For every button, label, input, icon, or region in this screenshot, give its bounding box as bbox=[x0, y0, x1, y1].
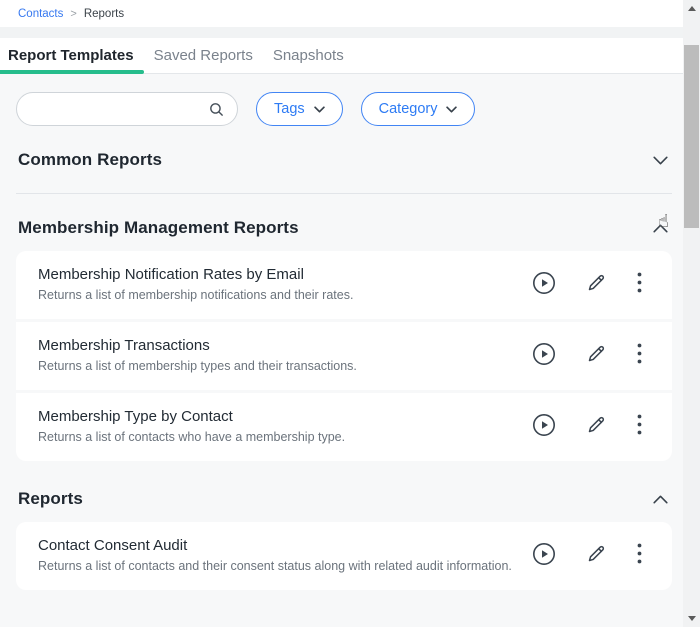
breadcrumb-separator: > bbox=[70, 8, 77, 20]
chevron-down-icon[interactable] bbox=[653, 156, 668, 165]
report-description: Returns a list of membership types and t… bbox=[38, 359, 357, 373]
chevron-down-icon bbox=[446, 105, 458, 113]
play-circle-icon bbox=[532, 271, 556, 298]
chevron-down-icon bbox=[313, 105, 325, 113]
play-circle-icon bbox=[532, 342, 556, 369]
search-box bbox=[16, 92, 238, 126]
report-title: Membership Type by Contact bbox=[38, 408, 233, 425]
report-actions bbox=[532, 413, 642, 440]
section-header-reports[interactable]: Reports bbox=[16, 461, 672, 522]
report-card: Contact Consent Audit Returns a list of … bbox=[16, 522, 672, 590]
section-header-membership-management[interactable]: Membership Management Reports bbox=[16, 194, 672, 251]
scroll-down-button[interactable] bbox=[683, 610, 700, 627]
category-filter-button[interactable]: Category bbox=[360, 92, 476, 126]
pencil-icon bbox=[586, 414, 607, 438]
tab-saved-reports[interactable]: Saved Reports bbox=[144, 38, 263, 73]
report-description: Returns a list of membership notificatio… bbox=[38, 288, 354, 302]
pencil-icon bbox=[586, 272, 607, 296]
pencil-icon bbox=[586, 343, 607, 367]
more-options-button[interactable] bbox=[637, 343, 642, 367]
report-title: Contact Consent Audit bbox=[38, 537, 188, 554]
report-info: Contact Consent Audit Returns a list of … bbox=[38, 537, 512, 573]
report-info: Membership Notification Rates by Email R… bbox=[38, 266, 353, 302]
breadcrumb-current-reports: Reports bbox=[83, 8, 125, 20]
vertical-scrollbar[interactable] bbox=[683, 0, 700, 627]
chevron-up-icon[interactable] bbox=[653, 224, 668, 233]
kebab-menu-icon bbox=[637, 543, 642, 567]
edit-report-button[interactable] bbox=[586, 543, 607, 567]
report-actions bbox=[532, 271, 642, 298]
header-gap-strip bbox=[0, 27, 683, 38]
report-card: Membership Notification Rates by Email R… bbox=[16, 251, 672, 319]
category-filter-label: Category bbox=[378, 101, 438, 117]
kebab-menu-icon bbox=[637, 414, 642, 438]
scroll-up-button[interactable] bbox=[683, 0, 700, 17]
section-title: Common Reports bbox=[18, 150, 163, 169]
report-card-list: Membership Notification Rates by Email R… bbox=[16, 251, 672, 461]
search-icon[interactable] bbox=[208, 101, 225, 118]
run-report-button[interactable] bbox=[532, 342, 556, 369]
main-panel: Contacts > Reports Report Templates Save… bbox=[0, 0, 683, 627]
section-title: Reports bbox=[18, 489, 83, 508]
filter-row: Tags Category bbox=[16, 92, 672, 126]
kebab-menu-icon bbox=[637, 343, 642, 367]
edit-report-button[interactable] bbox=[586, 343, 607, 367]
more-options-button[interactable] bbox=[637, 414, 642, 438]
report-actions bbox=[532, 542, 642, 569]
report-actions bbox=[532, 342, 642, 369]
tab-snapshots[interactable]: Snapshots bbox=[263, 38, 354, 73]
more-options-button[interactable] bbox=[637, 272, 642, 296]
tags-filter-label: Tags bbox=[274, 101, 305, 117]
chevron-up-icon[interactable] bbox=[653, 495, 668, 504]
pencil-icon bbox=[586, 543, 607, 567]
kebab-menu-icon bbox=[637, 272, 642, 296]
triangle-up-icon bbox=[687, 6, 696, 11]
play-circle-icon bbox=[532, 542, 556, 569]
edit-report-button[interactable] bbox=[586, 414, 607, 438]
report-description: Returns a list of contacts who have a me… bbox=[38, 430, 346, 444]
report-title: Membership Notification Rates by Email bbox=[38, 266, 304, 283]
breadcrumb: Contacts > Reports bbox=[0, 0, 683, 27]
section-title: Membership Management Reports bbox=[18, 218, 299, 237]
section-divider bbox=[16, 193, 672, 194]
report-description: Returns a list of contacts and their con… bbox=[38, 559, 512, 573]
tab-bar: Report Templates Saved Reports Snapshots bbox=[0, 38, 683, 74]
tab-report-templates[interactable]: Report Templates bbox=[0, 38, 144, 74]
scrollbar-thumb[interactable] bbox=[684, 45, 699, 228]
tags-filter-button[interactable]: Tags bbox=[256, 92, 343, 126]
report-info: Membership Type by Contact Returns a lis… bbox=[38, 408, 345, 444]
report-card: Membership Type by Contact Returns a lis… bbox=[16, 393, 672, 461]
content-area: Tags Category Common Reports Membership … bbox=[0, 74, 683, 627]
section-header-common-reports[interactable]: Common Reports bbox=[16, 126, 672, 183]
run-report-button[interactable] bbox=[532, 413, 556, 440]
report-card: Membership Transactions Returns a list o… bbox=[16, 322, 672, 390]
breadcrumb-link-contacts[interactable]: Contacts bbox=[18, 8, 64, 20]
report-card-list: Contact Consent Audit Returns a list of … bbox=[16, 522, 672, 590]
more-options-button[interactable] bbox=[637, 543, 642, 567]
edit-report-button[interactable] bbox=[586, 272, 607, 296]
triangle-down-icon bbox=[687, 616, 696, 621]
run-report-button[interactable] bbox=[532, 271, 556, 298]
play-circle-icon bbox=[532, 413, 556, 440]
run-report-button[interactable] bbox=[532, 542, 556, 569]
report-title: Membership Transactions bbox=[38, 337, 210, 354]
bottom-spacer bbox=[16, 590, 672, 614]
search-input[interactable] bbox=[32, 100, 208, 118]
report-info: Membership Transactions Returns a list o… bbox=[38, 337, 357, 373]
